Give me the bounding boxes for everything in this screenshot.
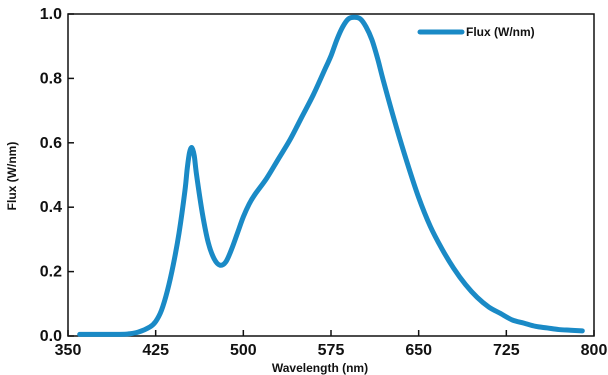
y-tick-label: 1.0 — [40, 6, 62, 23]
x-axis-ticks: 350 425 500 575 650 725 800 — [55, 330, 608, 359]
y-tick-label: 0.6 — [40, 135, 62, 152]
plot-frame — [67, 13, 595, 337]
flux-series-line — [77, 14, 585, 337]
x-tick-label: 575 — [318, 342, 345, 359]
y-tick-label: 0.8 — [40, 70, 62, 87]
x-tick-label: 650 — [405, 342, 432, 359]
y-tick-label: 0.0 — [40, 328, 62, 345]
x-tick-label: 425 — [142, 342, 169, 359]
y-axis-ticks: 0.0 0.2 0.4 0.6 0.8 1.0 — [40, 6, 74, 345]
x-tick-label: 800 — [581, 342, 608, 359]
y-tick-label: 0.4 — [40, 199, 62, 216]
x-tick-label: 725 — [493, 342, 520, 359]
x-tick-label: 350 — [55, 342, 82, 359]
series-layer — [77, 14, 585, 337]
x-tick-label: 500 — [230, 342, 257, 359]
x-axis-title: Wavelength (nm) — [272, 361, 368, 375]
y-axis-title: Flux (W/nm) — [5, 142, 19, 211]
legend-label: Flux (W/nm) — [466, 25, 535, 39]
legend: Flux (W/nm) — [417, 25, 535, 39]
y-tick-label: 0.2 — [40, 264, 62, 281]
